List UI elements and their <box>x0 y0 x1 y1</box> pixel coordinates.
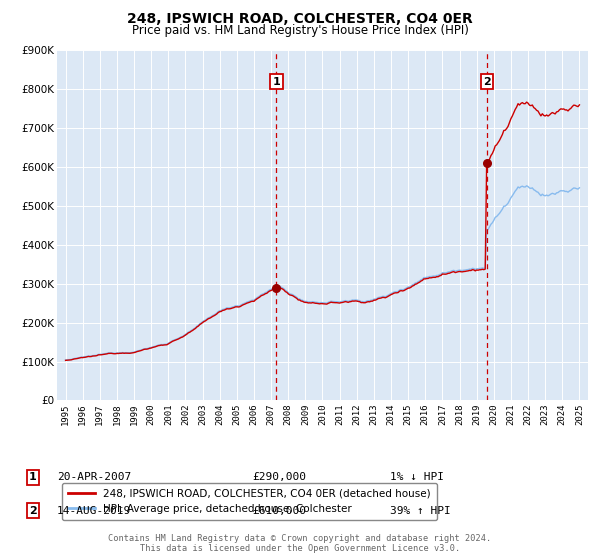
Text: 248, IPSWICH ROAD, COLCHESTER, CO4 0ER: 248, IPSWICH ROAD, COLCHESTER, CO4 0ER <box>127 12 473 26</box>
Legend: 248, IPSWICH ROAD, COLCHESTER, CO4 0ER (detached house), HPI: Average price, det: 248, IPSWICH ROAD, COLCHESTER, CO4 0ER (… <box>62 483 437 520</box>
Text: 2: 2 <box>483 77 491 86</box>
Text: 1: 1 <box>29 472 37 482</box>
Text: 20-APR-2007: 20-APR-2007 <box>57 472 131 482</box>
Text: £290,000: £290,000 <box>252 472 306 482</box>
Text: 1: 1 <box>272 77 280 86</box>
Text: 14-AUG-2019: 14-AUG-2019 <box>57 506 131 516</box>
Text: Contains HM Land Registry data © Crown copyright and database right 2024.
This d: Contains HM Land Registry data © Crown c… <box>109 534 491 553</box>
Text: 1% ↓ HPI: 1% ↓ HPI <box>390 472 444 482</box>
Text: Price paid vs. HM Land Registry's House Price Index (HPI): Price paid vs. HM Land Registry's House … <box>131 24 469 37</box>
Text: 39% ↑ HPI: 39% ↑ HPI <box>390 506 451 516</box>
Text: £610,000: £610,000 <box>252 506 306 516</box>
Text: 2: 2 <box>29 506 37 516</box>
